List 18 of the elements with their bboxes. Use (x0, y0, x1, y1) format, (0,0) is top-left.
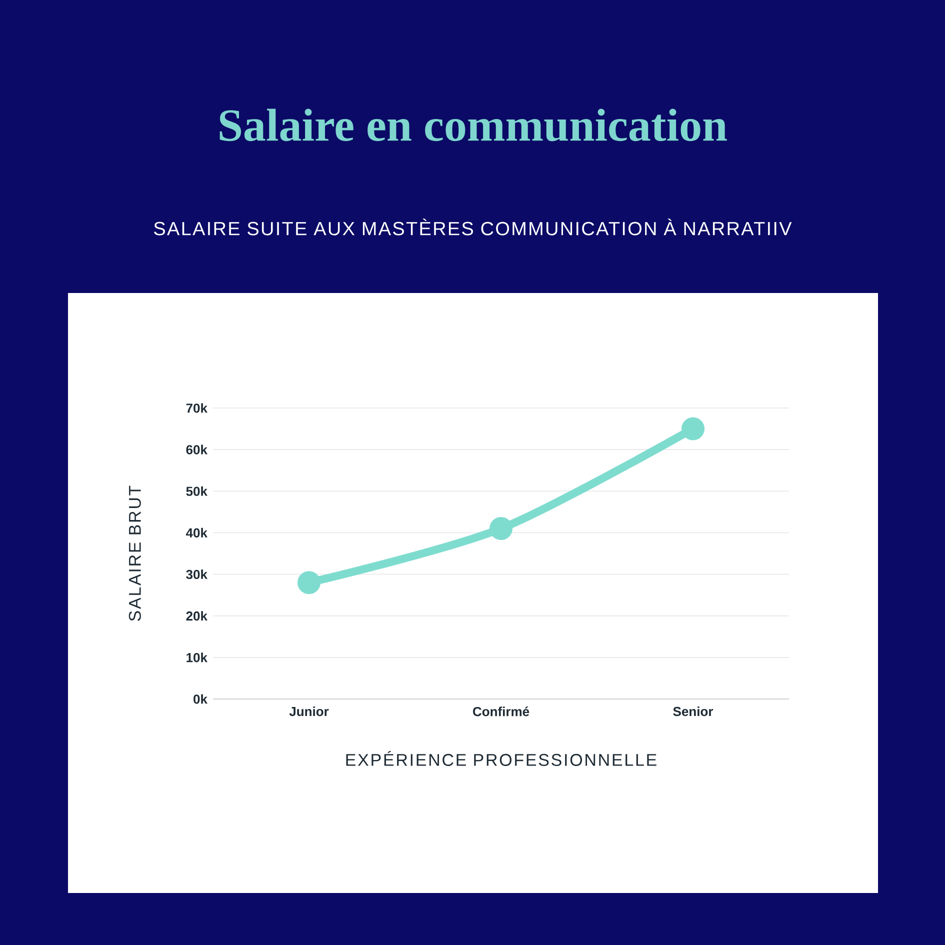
y-tick-label: 70k (186, 403, 208, 413)
y-tick-label: 30k (186, 569, 208, 580)
x-axis-title: EXPÉRIENCE PROFESSIONNELLE (346, 751, 656, 766)
y-axis-title: SALAIRE BRUT (128, 486, 141, 621)
x-tick-label: Confirmé (473, 706, 530, 716)
point (682, 417, 705, 440)
chart-title: Salaire en communication (220, 108, 727, 142)
point (490, 517, 513, 540)
y-tick-label: 40k (186, 528, 208, 538)
x-tick-label: Senior (673, 706, 714, 716)
y-tick-label: 0k (194, 694, 208, 704)
y-tick-label: 20k (186, 611, 208, 621)
y-tick-label: 60k (186, 444, 208, 454)
y-tick-label: 50k (186, 486, 208, 496)
x-tick-label: Junior (289, 706, 329, 716)
y-tick-label: 10k (186, 652, 208, 662)
point (298, 571, 321, 594)
chart-subtitle: SALAIRE SUITE AUX MASTÈRES COMMUNICATION À NARRATIIV (154, 218, 792, 236)
